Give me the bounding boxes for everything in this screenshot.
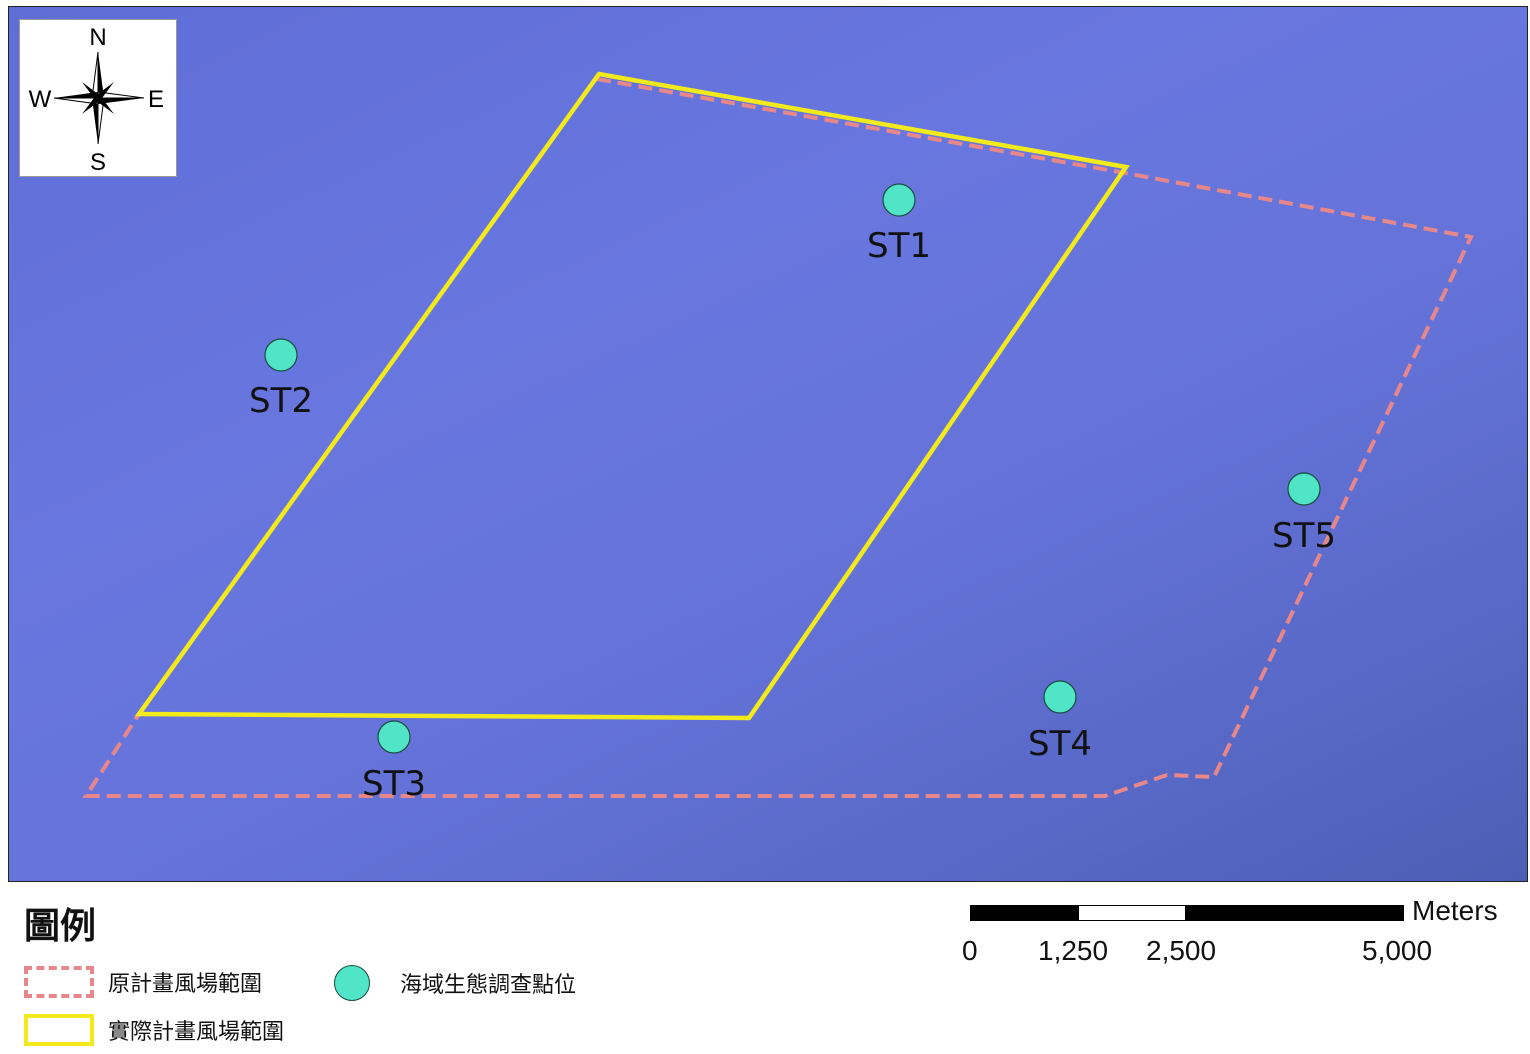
scale-unit: Meters	[1412, 895, 1498, 926]
station-label: ST2	[249, 381, 313, 421]
legend-title: 圖例	[24, 906, 97, 947]
scale-tick-label: 2,500	[1146, 935, 1217, 966]
scale-segment	[1186, 905, 1404, 921]
compass-south: S	[90, 149, 106, 176]
station-label: ST1	[867, 226, 931, 266]
dashed-line-swatch-icon	[24, 966, 94, 998]
actual-area-boundary	[134, 71, 1130, 721]
yellow-box-swatch-icon	[24, 1014, 94, 1046]
station-label: ST4	[1028, 724, 1092, 764]
station-st2[interactable]: ST2	[249, 338, 313, 421]
scale-segment	[970, 905, 1078, 921]
compass-east: E	[148, 86, 164, 113]
circle-marker-icon	[334, 965, 370, 1001]
station-marker[interactable]	[1043, 680, 1077, 714]
station-marker[interactable]	[882, 183, 916, 217]
original-area-boundary	[82, 77, 1474, 798]
legend-item-actual-area: 實際計畫風場範圍	[24, 1014, 284, 1046]
legend-label: 海域生態調查點位	[400, 973, 577, 998]
station-marker[interactable]	[264, 338, 298, 372]
station-label: ST5	[1272, 516, 1336, 556]
scale-tick-label: 0	[962, 935, 978, 966]
station-label: ST3	[362, 764, 426, 804]
map-frame[interactable]: ST1 ST2 ST3 ST4 ST5	[8, 6, 1528, 882]
station-st4[interactable]: ST4	[1028, 680, 1092, 764]
scale-tick-label: 5,000	[1362, 935, 1433, 966]
station-st1[interactable]: ST1	[867, 183, 931, 266]
compass-west: W	[29, 86, 52, 113]
compass-rose: N S E W	[19, 19, 177, 177]
station-st5[interactable]: ST5	[1272, 472, 1336, 556]
map-canvas: ST1 ST2 ST3 ST4 ST5	[82, 71, 1474, 804]
legend-item-survey-points: 海域生態調查點位	[334, 965, 576, 1001]
scale-tick-label: 1,250	[1038, 935, 1109, 966]
station-marker[interactable]	[1287, 472, 1321, 506]
scale-segment	[1078, 905, 1186, 921]
compass-star-icon: N S E W	[29, 24, 164, 176]
station-marker[interactable]	[377, 720, 411, 754]
legend-label: 原計畫風場範圍	[108, 972, 263, 997]
compass-north: N	[89, 24, 106, 51]
station-st3[interactable]: ST3	[362, 720, 426, 804]
legend-item-original-area: 原計畫風場範圍	[24, 966, 262, 998]
legend-label: 實際計畫風場範圍	[108, 1020, 285, 1045]
